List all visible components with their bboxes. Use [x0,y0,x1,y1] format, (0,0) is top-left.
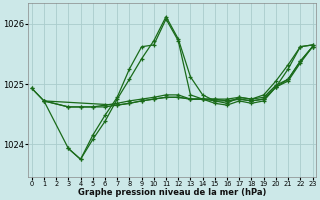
X-axis label: Graphe pression niveau de la mer (hPa): Graphe pression niveau de la mer (hPa) [78,188,266,197]
